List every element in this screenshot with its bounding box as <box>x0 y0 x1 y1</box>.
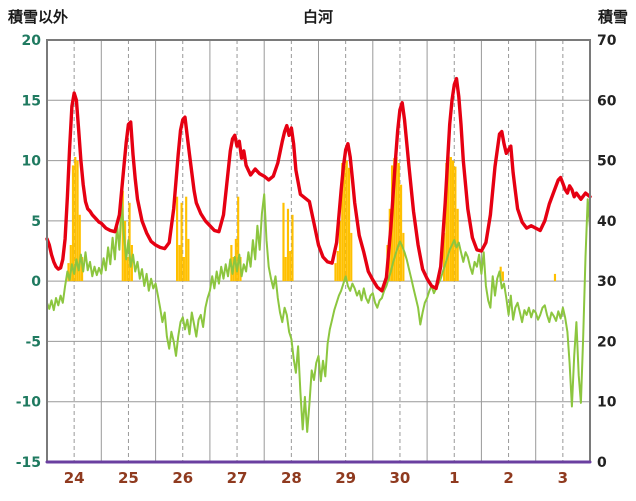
chart-title: 白河 <box>302 8 333 26</box>
svg-text:60: 60 <box>597 93 617 109</box>
svg-text:26: 26 <box>172 469 193 487</box>
svg-text:29: 29 <box>335 469 356 487</box>
svg-text:-5: -5 <box>25 334 41 350</box>
green-line-series <box>46 193 591 433</box>
svg-text:40: 40 <box>597 214 617 230</box>
right-axis-tick-labels: 70 60 50 40 30 20 10 0 <box>597 33 617 471</box>
x-axis-day-labels: 24 25 26 27 28 29 30 1 2 3 <box>64 469 568 487</box>
svg-text:30: 30 <box>597 274 617 290</box>
vertical-gridlines <box>73 40 564 462</box>
svg-text:10: 10 <box>22 154 42 170</box>
svg-text:10: 10 <box>597 395 617 411</box>
left-axis-title: 積雪以外 <box>8 8 69 26</box>
svg-text:2: 2 <box>503 469 513 487</box>
svg-text:-10: -10 <box>16 395 42 411</box>
left-axis-tick-labels: 20 15 10 5 0 -5 -10 -15 <box>16 33 42 471</box>
svg-text:15: 15 <box>22 93 41 109</box>
svg-text:0: 0 <box>31 274 41 290</box>
svg-text:24: 24 <box>64 469 85 487</box>
svg-text:30: 30 <box>389 469 410 487</box>
right-axis-title: 積雪 <box>597 8 628 26</box>
svg-text:28: 28 <box>281 469 302 487</box>
svg-text:70: 70 <box>597 33 617 49</box>
svg-text:50: 50 <box>597 154 617 170</box>
svg-text:3: 3 <box>558 469 568 487</box>
red-line-series <box>45 76 592 293</box>
svg-text:20: 20 <box>22 33 42 49</box>
svg-text:0: 0 <box>597 455 607 471</box>
svg-text:-15: -15 <box>16 455 41 471</box>
svg-text:20: 20 <box>597 334 617 350</box>
svg-text:5: 5 <box>31 214 41 230</box>
svg-text:1: 1 <box>449 469 459 487</box>
svg-text:27: 27 <box>227 469 248 487</box>
svg-text:25: 25 <box>118 469 139 487</box>
